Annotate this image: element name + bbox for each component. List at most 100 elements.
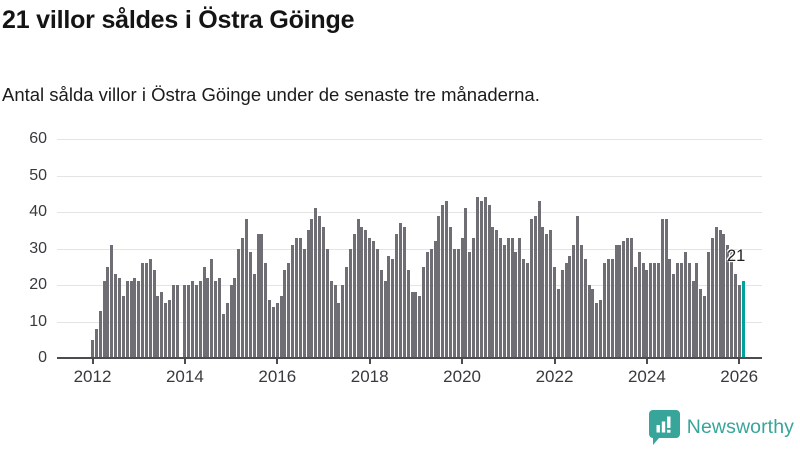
bar <box>187 285 191 358</box>
x-axis-label-2022: 2022 <box>535 367 574 386</box>
bar <box>275 303 279 358</box>
bar <box>610 259 614 358</box>
bar <box>264 263 268 358</box>
page-title: 21 villor såldes i Östra Göinge <box>2 6 355 34</box>
bar <box>91 339 94 358</box>
x-axis-line <box>57 357 762 359</box>
bar <box>653 263 657 358</box>
bar <box>537 201 541 358</box>
bar <box>460 237 464 358</box>
x-axis-label-2012: 2012 <box>73 367 112 386</box>
bar <box>318 215 322 358</box>
bar <box>337 303 341 358</box>
bar <box>618 244 622 358</box>
bar <box>298 237 302 358</box>
bar <box>152 270 156 358</box>
y-axis-label-50: 50 <box>29 167 47 184</box>
bar <box>271 306 275 358</box>
bar <box>649 263 653 358</box>
bar <box>483 197 487 358</box>
y-axis-label-40: 40 <box>29 203 47 220</box>
bar <box>141 263 145 358</box>
bar-chart-speech-bubble-icon <box>648 409 680 445</box>
bar <box>456 248 460 358</box>
bar <box>410 292 414 358</box>
bar <box>491 226 495 358</box>
bar <box>626 237 630 358</box>
bar <box>256 233 260 358</box>
x-axis-tick-2012 <box>91 358 94 364</box>
bar <box>664 219 668 358</box>
bar <box>171 285 175 358</box>
bar <box>310 219 314 358</box>
bar <box>379 270 383 358</box>
bar <box>121 295 125 358</box>
bar <box>479 201 483 358</box>
x-axis-label-2014: 2014 <box>165 367 204 386</box>
bar <box>221 314 225 358</box>
bar <box>699 288 703 358</box>
bar <box>237 248 241 358</box>
bar <box>137 281 141 358</box>
bar <box>214 281 218 358</box>
bar <box>622 241 626 358</box>
bar <box>383 281 387 358</box>
bar <box>564 263 568 358</box>
bar <box>556 288 560 358</box>
x-axis-tick-2018 <box>368 358 371 364</box>
x-axis-tick-2016 <box>276 358 279 364</box>
bar <box>572 244 576 358</box>
bar <box>637 252 641 358</box>
chart-subtitle: Antal sålda villor i Östra Göinge under … <box>2 84 540 105</box>
bar <box>660 219 664 358</box>
bar <box>703 295 707 358</box>
bar <box>595 303 599 358</box>
bar <box>576 215 580 358</box>
bar <box>722 233 726 358</box>
bar <box>710 237 714 358</box>
bar <box>603 263 606 358</box>
bar <box>445 201 449 358</box>
bar <box>321 226 325 358</box>
bar <box>110 244 114 358</box>
bar <box>668 259 672 358</box>
bar <box>233 277 237 358</box>
bar <box>529 219 533 358</box>
x-axis-label-2016: 2016 <box>258 367 297 386</box>
bar <box>676 263 680 358</box>
bar <box>425 252 429 358</box>
gridline-60 <box>57 139 762 140</box>
bar <box>360 226 364 358</box>
bar <box>695 263 699 358</box>
bar <box>687 263 691 358</box>
bar-highlight <box>741 281 745 358</box>
bar <box>229 285 233 358</box>
bar <box>591 288 595 358</box>
bar <box>206 277 210 358</box>
bar <box>672 274 676 358</box>
bar <box>545 233 549 358</box>
bar <box>372 241 376 358</box>
bar <box>198 281 202 358</box>
bar <box>225 303 229 358</box>
bar <box>726 244 730 358</box>
bar <box>549 230 553 358</box>
bar <box>733 274 737 358</box>
bar <box>160 292 164 358</box>
bar <box>375 248 379 358</box>
bar <box>641 263 645 358</box>
bar <box>522 259 526 358</box>
bar <box>106 266 110 358</box>
bar <box>510 237 514 358</box>
bar <box>487 204 491 358</box>
bar <box>406 270 410 358</box>
bar <box>464 208 468 358</box>
bar <box>656 263 660 358</box>
y-axis-label-0: 0 <box>38 349 47 366</box>
bar <box>398 222 402 358</box>
bar <box>518 237 522 358</box>
bar <box>295 237 299 358</box>
bar <box>449 226 453 358</box>
bar <box>352 233 356 358</box>
